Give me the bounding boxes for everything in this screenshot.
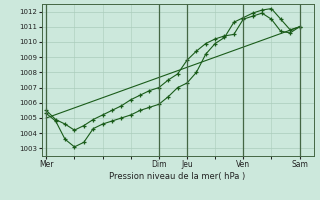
X-axis label: Pression niveau de la mer( hPa ): Pression niveau de la mer( hPa ) <box>109 172 246 181</box>
